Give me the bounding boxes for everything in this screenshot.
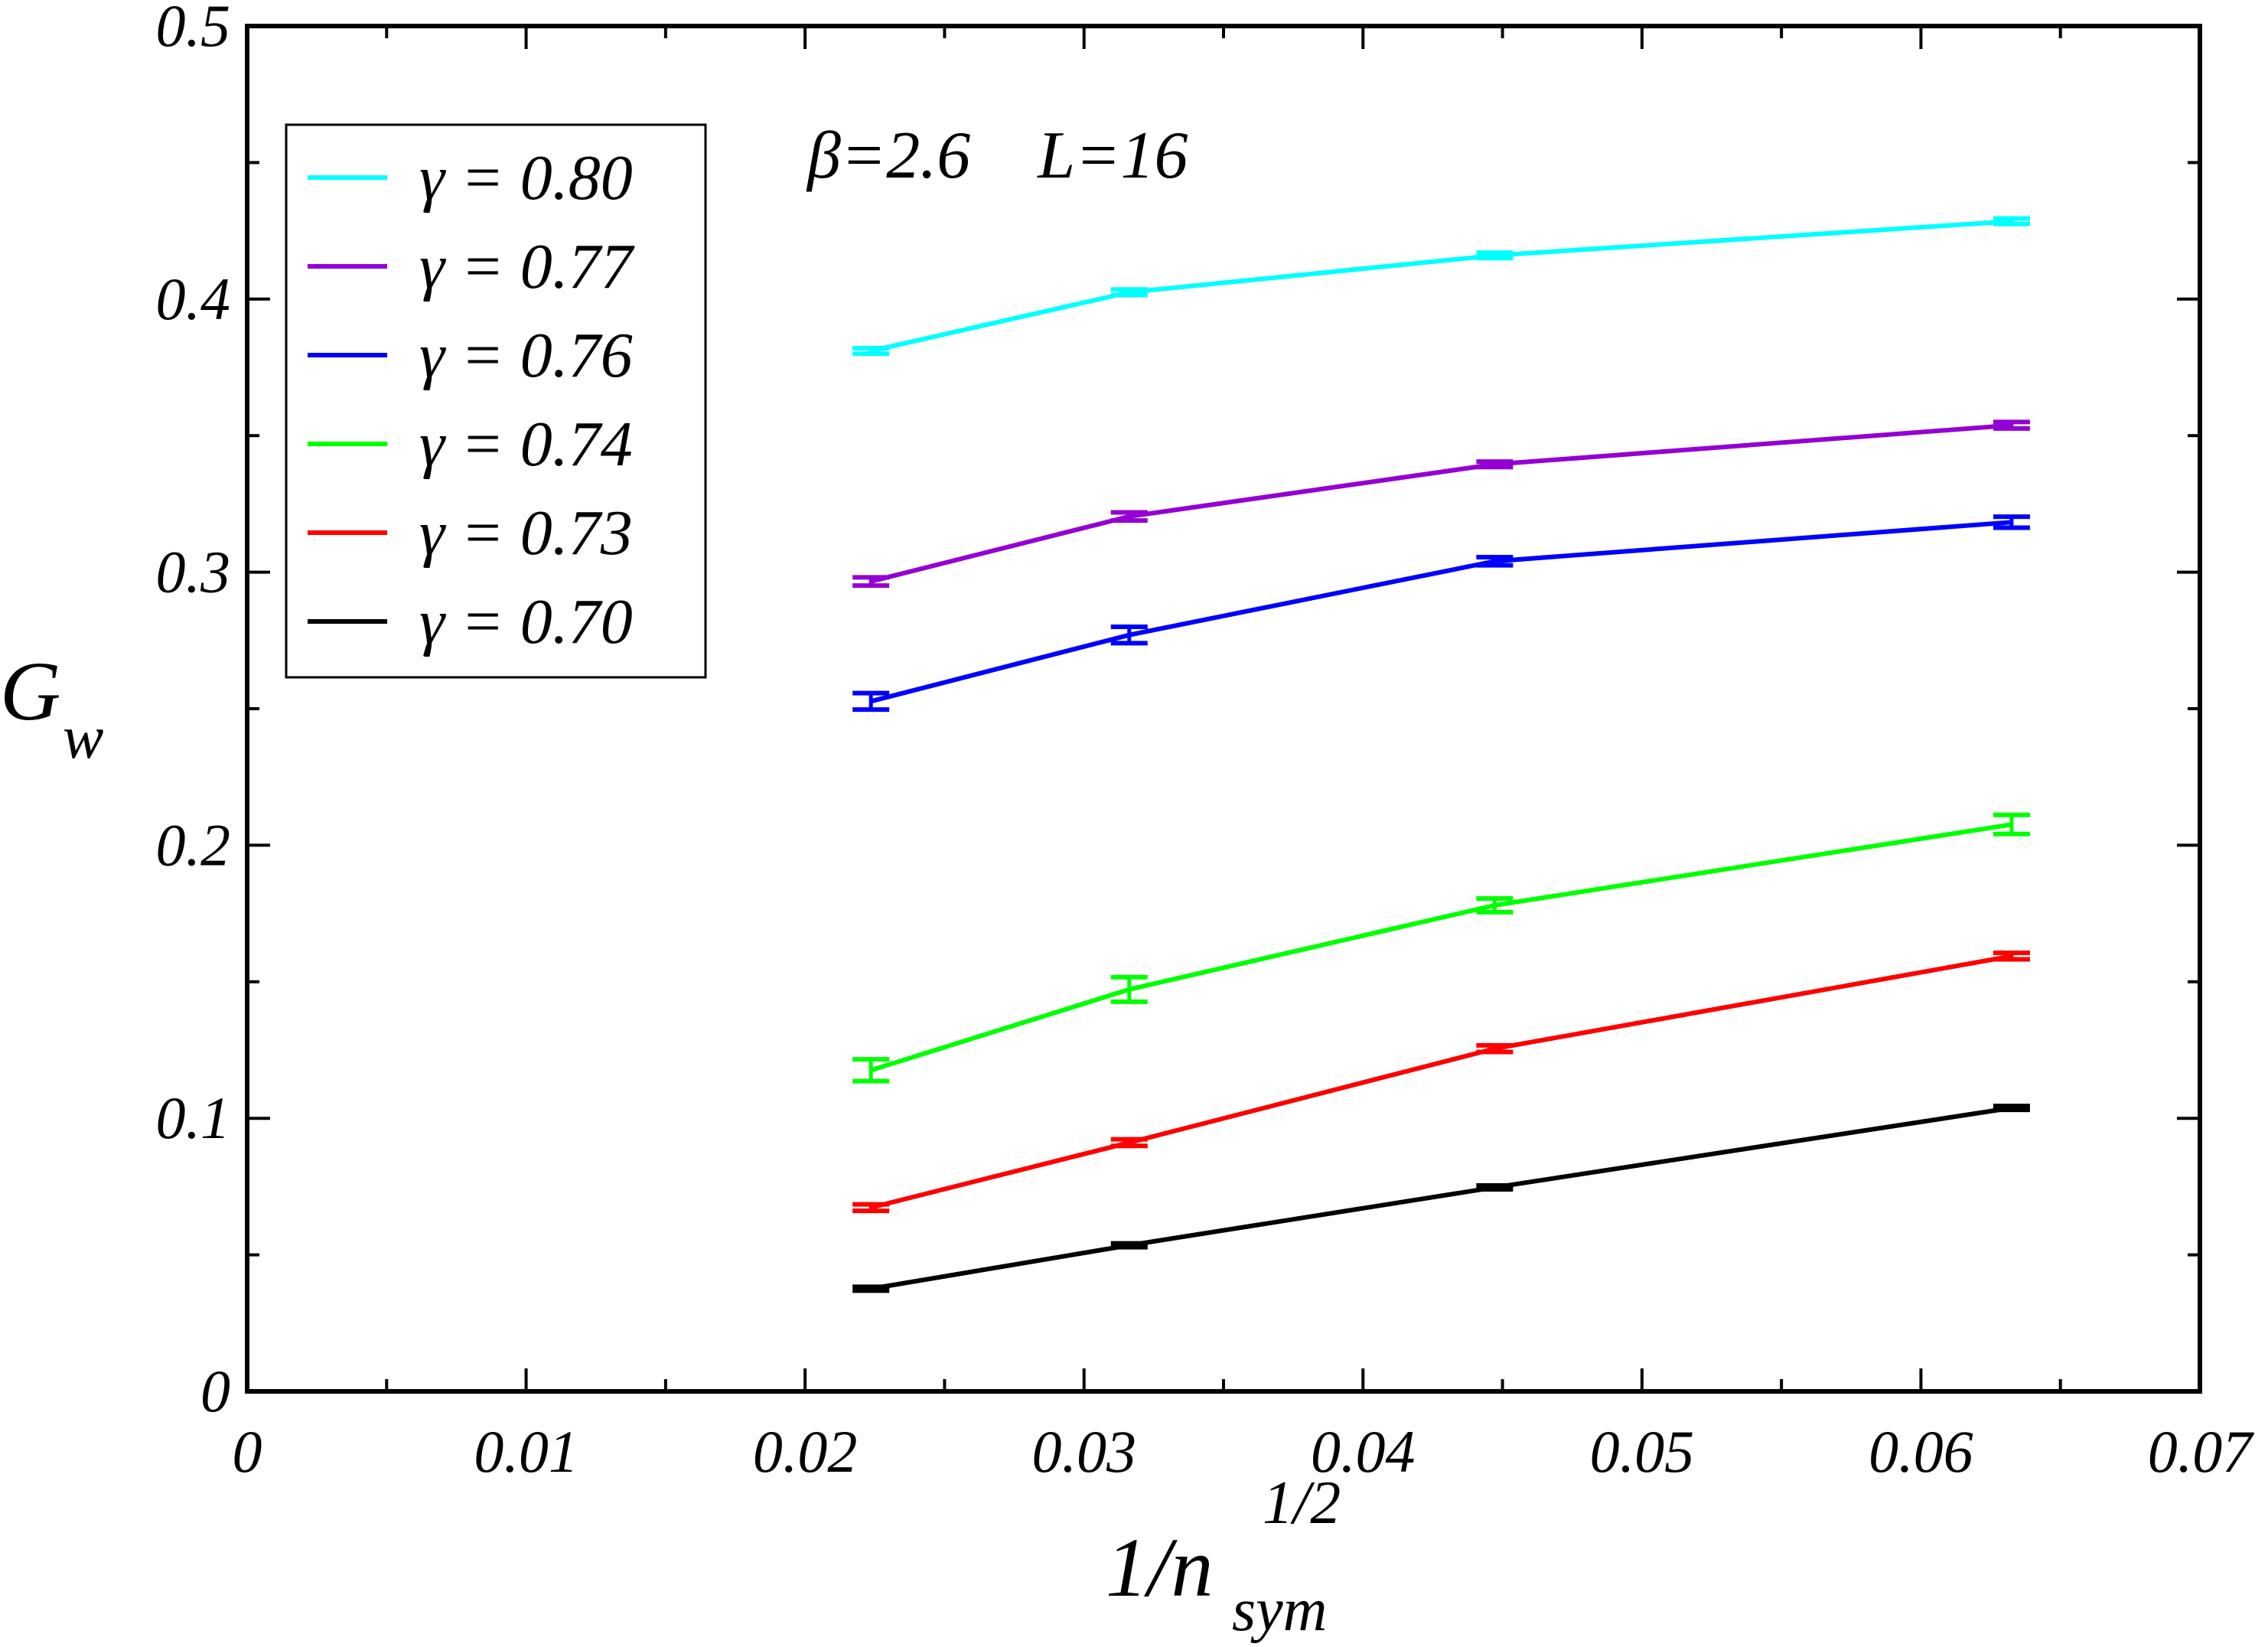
y-axis-label-sub: w: [63, 704, 103, 771]
x-tick-label: 0: [233, 1418, 262, 1485]
x-tick-label: 0.03: [1031, 1418, 1136, 1485]
series-line: [870, 422, 2012, 584]
y-tick-label: 0.1: [156, 1084, 231, 1151]
x-tick-label: 0.05: [1590, 1418, 1695, 1485]
legend: γ = 0.80 γ = 0.77 γ = 0.76 γ = 0.74 γ = 0.73…: [285, 123, 707, 679]
legend-label: γ = 0.80: [419, 142, 633, 214]
y-tick-label: 0.5: [156, 0, 231, 59]
legend-label: γ = 0.76: [419, 320, 633, 391]
series-line: [870, 520, 2012, 704]
x-axis-label: 1/n 1/2 sym: [1106, 1469, 1341, 1644]
y-tick-label: 0.2: [156, 811, 231, 878]
x-tick-label: 0.01: [474, 1418, 578, 1485]
x-axis-label-main: 1/n: [1106, 1521, 1214, 1614]
series-line: [870, 1105, 2012, 1291]
x-axis-label-sup: 1/2: [1263, 1469, 1341, 1537]
series-1: [852, 419, 2030, 589]
legend-label: γ = 0.70: [419, 586, 633, 657]
legend-label: γ = 0.74: [419, 409, 633, 480]
x-tick-label: 0.02: [753, 1418, 858, 1485]
series-2: [852, 514, 2030, 713]
y-tick-label: 0: [200, 1358, 230, 1424]
series-4: [852, 950, 2030, 1214]
legend-box: [285, 123, 707, 679]
x-tick-label: 0.06: [1869, 1418, 1973, 1485]
y-tick-label: 0.3: [156, 539, 231, 605]
legend-label: γ = 0.73: [419, 497, 633, 569]
y-tick-label: 0.4: [156, 266, 231, 332]
legend-label: γ = 0.77: [419, 231, 635, 302]
series-0: [852, 216, 2030, 357]
y-axis-label: G w: [0, 644, 103, 771]
series-line: [870, 219, 2012, 354]
series-3: [852, 812, 2030, 1084]
series-line: [870, 822, 2012, 1073]
x-tick-label: 0.04: [1311, 1418, 1416, 1485]
series-5: [852, 1104, 2030, 1293]
x-tick-label: 0.07: [2148, 1418, 2255, 1485]
annotation: β=2.6 L=16: [806, 119, 1188, 193]
x-axis-label-sub: sym: [1232, 1577, 1327, 1644]
series-line: [870, 954, 2012, 1210]
y-axis-label-main: G: [0, 644, 60, 738]
